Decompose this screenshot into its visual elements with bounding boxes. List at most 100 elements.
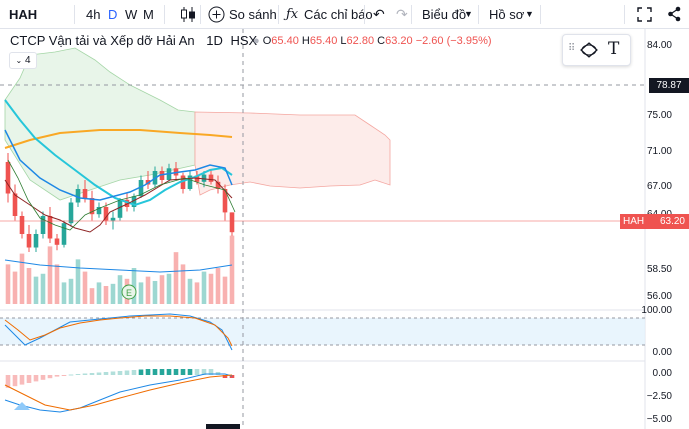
osc-axis-label: 100.00 — [641, 305, 672, 316]
candle — [68, 198, 74, 227]
candle — [61, 220, 67, 248]
earnings-marker[interactable] — [121, 284, 137, 300]
last-price-value: 63.20 — [659, 216, 685, 227]
candle-body — [124, 199, 130, 207]
symbol-search[interactable]: HAH — [9, 7, 38, 22]
chevron-down-icon[interactable]: ▼ — [464, 9, 473, 19]
macd-histogram-bar — [19, 375, 25, 385]
toolbar-divider — [364, 5, 365, 24]
price-chart[interactable]: E — [0, 29, 689, 429]
indicator-count: 4 — [24, 55, 31, 66]
price-axis-label: 84.00 — [646, 40, 672, 51]
volume-bar — [26, 268, 32, 304]
low-key: L — [340, 35, 347, 47]
candle-body — [12, 193, 18, 216]
macd-histogram-bar — [82, 373, 88, 375]
ichimoku-lagging-line — [7, 159, 236, 231]
volume-bar — [194, 282, 200, 304]
macd-histogram-bar — [40, 375, 46, 380]
macd-histogram-bar — [159, 369, 165, 375]
candle — [110, 211, 116, 230]
plus-circle-icon[interactable] — [208, 6, 225, 23]
last-price-symbol: HAH — [623, 216, 645, 227]
candle — [47, 207, 53, 243]
redo-icon[interactable]: ↷ — [396, 6, 408, 22]
toolbar-divider — [164, 5, 165, 24]
bottom-tab[interactable] — [206, 424, 240, 429]
macd-signal-line — [4, 374, 233, 411]
text-tool-icon[interactable]: T — [608, 39, 620, 59]
candle-body — [96, 207, 102, 215]
macd-line — [4, 373, 233, 413]
volume-bar — [19, 253, 25, 304]
macd-histogram-bar — [131, 370, 137, 375]
indicators-button[interactable]: Các chỉ báo — [304, 7, 373, 22]
timeframe-4h[interactable]: 4h — [86, 7, 101, 22]
candle — [12, 184, 18, 221]
candle — [215, 175, 221, 194]
indicators-toggle[interactable]: ⌄ 4 — [9, 52, 37, 69]
macd-histogram-bar — [124, 370, 130, 375]
volume-bar — [222, 276, 228, 304]
osc-axis-label: 0.00 — [652, 347, 672, 358]
candle-body — [117, 199, 123, 218]
candle — [26, 225, 32, 252]
dot-icon: ● — [253, 35, 260, 47]
candle-body — [75, 189, 81, 203]
volume-ma-line — [4, 259, 233, 273]
timeframe-w[interactable]: W — [125, 7, 138, 22]
candle — [75, 184, 81, 207]
drag-handle-icon[interactable]: ⠿ — [568, 43, 575, 54]
candle-body — [61, 223, 67, 245]
candle-body — [26, 234, 32, 248]
macd-histogram-bar — [61, 375, 67, 376]
volume-bar — [180, 264, 186, 304]
candle-body — [222, 189, 228, 213]
volume-bar — [54, 264, 60, 304]
candle — [33, 229, 39, 252]
candle-body — [229, 212, 235, 233]
shape-tool-icon[interactable] — [579, 41, 599, 59]
volume-bar — [33, 276, 39, 304]
macd-histogram-bar — [180, 369, 186, 375]
volume-bar — [215, 268, 221, 304]
cloud-bearish — [194, 111, 391, 196]
volume-bar — [131, 268, 137, 304]
compare-button[interactable]: So sánh — [229, 7, 277, 22]
macd-histogram-bar — [173, 369, 179, 375]
volume-bar — [89, 288, 95, 304]
high-key: H — [301, 35, 310, 47]
candle — [229, 212, 235, 236]
volume-bar — [173, 252, 179, 304]
scroll-arrow-icon[interactable] — [14, 402, 30, 410]
fullscreen-icon[interactable] — [637, 7, 652, 22]
macd-histogram-bar — [152, 369, 158, 375]
volume-bar — [110, 283, 116, 304]
undo-icon[interactable]: ↶ — [373, 6, 385, 22]
legend-interval: 1D — [206, 33, 223, 48]
legend-title: CTCP Vận tải và Xếp dỡ Hải An — [10, 33, 195, 48]
ma-cyan-line — [4, 99, 233, 207]
timeframe-d[interactable]: D — [108, 7, 118, 22]
candle-body — [89, 198, 95, 215]
macd-histogram-bar — [145, 369, 151, 375]
share-icon[interactable] — [667, 6, 682, 22]
chart-type-button[interactable]: Biểu đồ — [422, 7, 467, 22]
candles-icon[interactable] — [180, 6, 196, 23]
macd-histogram-bar — [222, 375, 228, 378]
macd-histogram-bar — [103, 372, 109, 375]
toolbar-divider — [624, 5, 625, 24]
volume-bar — [12, 271, 18, 304]
macd-histogram-bar — [201, 369, 207, 375]
fx-icon[interactable]: ƒx — [286, 7, 299, 22]
timeframe-m[interactable]: M — [143, 7, 154, 22]
oscillator-band — [0, 318, 645, 345]
profile-button[interactable]: Hồ sơ — [489, 7, 525, 22]
volume-bar — [187, 278, 193, 304]
candle — [159, 166, 165, 185]
ohlc-values: ● O65.40 H65.40 L62.80 C63.20 −2.60 (−3.… — [253, 35, 492, 47]
chevron-down-icon[interactable]: ▼ — [525, 9, 534, 19]
macd-histogram-bar — [166, 369, 172, 375]
volume-bar — [5, 264, 11, 304]
volume-bar — [40, 273, 46, 304]
